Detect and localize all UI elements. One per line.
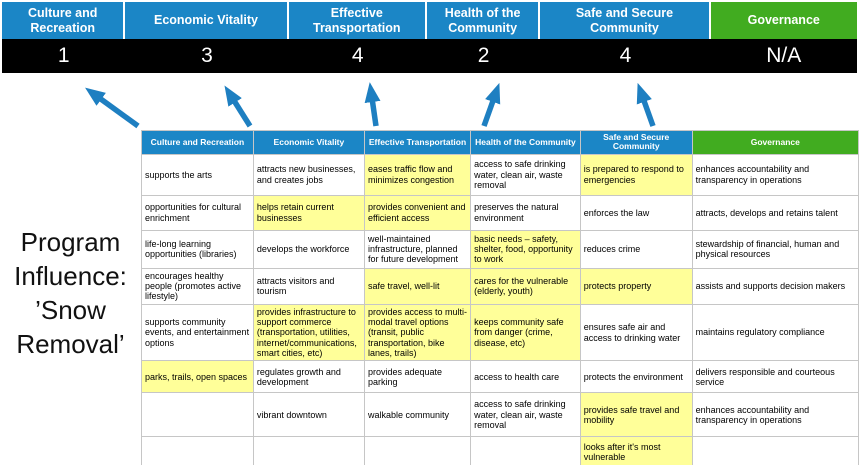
matrix-cell-highlighted: is prepared to respond to emergencies <box>579 153 693 196</box>
matrix-cell: enhances accountability and transparency… <box>691 153 859 196</box>
program-title: Program Influence: ’Snow Removal’ <box>0 130 141 458</box>
score-governance: N/A <box>766 44 802 67</box>
matrix-cell-highlighted: helps retain current businesses <box>252 194 365 231</box>
title-line: Program <box>20 227 121 258</box>
title-line: ’Snow <box>35 295 106 325</box>
matrix-row: life-long learning opportunities (librar… <box>141 229 859 269</box>
score-effective-transportation: 4 <box>351 44 364 67</box>
matrix-cell <box>252 436 365 465</box>
header-culture-and-recreation: Culture and Recreation <box>2 2 126 39</box>
matrix-cell-highlighted: basic needs – safety, shelter, food, opp… <box>470 229 581 269</box>
matrix-cell <box>141 436 254 465</box>
matrix-cell <box>691 436 859 465</box>
matrix-row: parks, trails, open spaces regulates grow… <box>141 360 859 394</box>
matrix-cell: maintains regulatory compliance <box>691 303 859 362</box>
matrix-cell-highlighted: parks, trails, open spaces <box>141 360 254 394</box>
header-label: Health of the Community <box>444 6 521 35</box>
matrix-cell: walkable community <box>363 392 472 438</box>
matrix-cell <box>363 436 472 465</box>
influence-matrix: Culture and Recreation Economic Vitality E… <box>141 130 859 465</box>
matrix-cell: provides adequate parking <box>363 360 472 394</box>
title-line: Influence: <box>14 261 127 292</box>
matrix-header-safe-and-secure-community: Safe and Secure Community <box>579 130 693 155</box>
matrix-header-row: Culture and Recreation Economic Vitality E… <box>141 130 859 155</box>
up-arrow-economic-vitality <box>224 85 253 128</box>
matrix-cell-highlighted: provides infrastructure to support comme… <box>252 303 365 362</box>
matrix-row: vibrant downtown walkable community access… <box>141 392 859 438</box>
matrix-header-economic-vitality: Economic Vitality <box>252 130 365 155</box>
matrix-cell: attracts, develops and retains talent <box>691 194 859 231</box>
matrix-header-governance: Governance <box>691 130 859 155</box>
score-health-of-the-community: 2 <box>477 44 490 67</box>
matrix-cell-highlighted: provides safe travel and mobility <box>579 392 693 438</box>
header-label: Safe and Secure Community <box>575 6 674 35</box>
matrix-cell <box>470 436 581 465</box>
header-label: Effective Transportation <box>313 6 401 35</box>
matrix-row: encourages healthy people (promotes acti… <box>141 267 859 305</box>
matrix-cell: regulates growth and development <box>252 360 365 394</box>
score-band: 1 3 4 2 4 N/A <box>2 39 857 73</box>
matrix-wrap: Culture and Recreation Economic Vitality E… <box>141 130 859 465</box>
matrix-cell: access to safe drinking water, clean air… <box>470 153 581 196</box>
matrix-cell: reduces crime <box>579 229 693 269</box>
matrix-cell-highlighted: protects property <box>579 267 693 305</box>
matrix-cell: life-long learning opportunities (librar… <box>141 229 254 269</box>
matrix-cell: opportunities for cultural enrichment <box>141 194 254 231</box>
matrix-cell: attracts new businesses, and creates job… <box>252 153 365 196</box>
matrix-cell: supports the arts <box>141 153 254 196</box>
matrix-cell: access to safe drinking water, clean air… <box>470 392 581 438</box>
matrix-cell: ensures safe air and access to drinking … <box>579 303 693 362</box>
matrix-cell: protects the environment <box>579 360 693 394</box>
category-header-band: Culture and Recreation Economic Vitality… <box>2 2 857 39</box>
matrix-cell-highlighted: looks after it's most vulnerable <box>579 436 693 465</box>
header-health-of-the-community: Health of the Community <box>426 2 541 39</box>
matrix-cell: encourages healthy people (promotes acti… <box>141 267 254 305</box>
matrix-row: opportunities for cultural enrichment hel… <box>141 194 859 231</box>
matrix-cell: access to health care <box>470 360 581 394</box>
header-governance: Governance <box>710 2 857 39</box>
header-effective-transportation: Effective Transportation <box>288 2 427 39</box>
score-safe-and-secure-community: 4 <box>619 44 632 67</box>
matrix-cell: enforces the law <box>579 194 693 231</box>
matrix-row: supports community events, and entertain… <box>141 303 859 362</box>
header-safe-and-secure-community: Safe and Secure Community <box>540 2 711 39</box>
score-economic-vitality: 3 <box>201 44 213 67</box>
matrix-cell: stewardship of financial, human and phys… <box>691 229 859 269</box>
header-economic-vitality: Economic Vitality <box>125 2 289 39</box>
matrix-row: supports the arts attracts new businesses… <box>141 153 859 196</box>
title-line: Removal’ <box>16 328 125 359</box>
matrix-cell: attracts visitors and tourism <box>252 267 365 305</box>
main-area: Program Influence: ’Snow Removal’ Cultur… <box>0 130 859 465</box>
up-arrow-health-of-the-community <box>481 82 501 127</box>
matrix-header-culture-and-recreation: Culture and Recreation <box>141 130 254 155</box>
header-label: Culture and Recreation <box>27 6 98 35</box>
matrix-cell-highlighted: safe travel, well-lit <box>363 267 472 305</box>
matrix-cell: well-maintained infrastructure, planned … <box>363 229 472 269</box>
header-label: Governance <box>747 13 820 28</box>
up-arrow-effective-transportation <box>364 82 381 127</box>
matrix-cell: enhances accountability and transparency… <box>691 392 859 438</box>
matrix-cell: vibrant downtown <box>252 392 365 438</box>
matrix-cell: supports community events, and entertain… <box>141 303 254 362</box>
matrix-cell-highlighted: keeps community safe from danger (crime,… <box>470 303 581 362</box>
matrix-cell-highlighted: provides convenient and efficient access <box>363 194 472 231</box>
matrix-cell: develops the workforce <box>252 229 365 269</box>
header-label: Economic Vitality <box>154 13 258 28</box>
up-arrow-safe-and-secure-community <box>636 82 656 127</box>
matrix-cell: delivers responsible and courteous servi… <box>691 360 859 394</box>
matrix-header-health-of-the-community: Health of the Community <box>470 130 581 155</box>
up-arrow-culture-recreation <box>85 87 140 129</box>
score-culture-and-recreation: 1 <box>57 44 70 67</box>
matrix-cell-highlighted: cares for the vulnerable (elderly, youth… <box>470 267 581 305</box>
matrix-cell <box>141 392 254 438</box>
matrix-cell-highlighted: provides access to multi-modal travel op… <box>363 303 472 362</box>
matrix-cell: assists and supports decision makers <box>691 267 859 305</box>
matrix-row: looks after it's most vulnerable <box>141 436 859 465</box>
matrix-header-effective-transportation: Effective Transportation <box>363 130 472 155</box>
matrix-cell: preserves the natural environment <box>470 194 581 231</box>
matrix-cell-highlighted: eases traffic flow and minimizes congest… <box>363 153 472 196</box>
